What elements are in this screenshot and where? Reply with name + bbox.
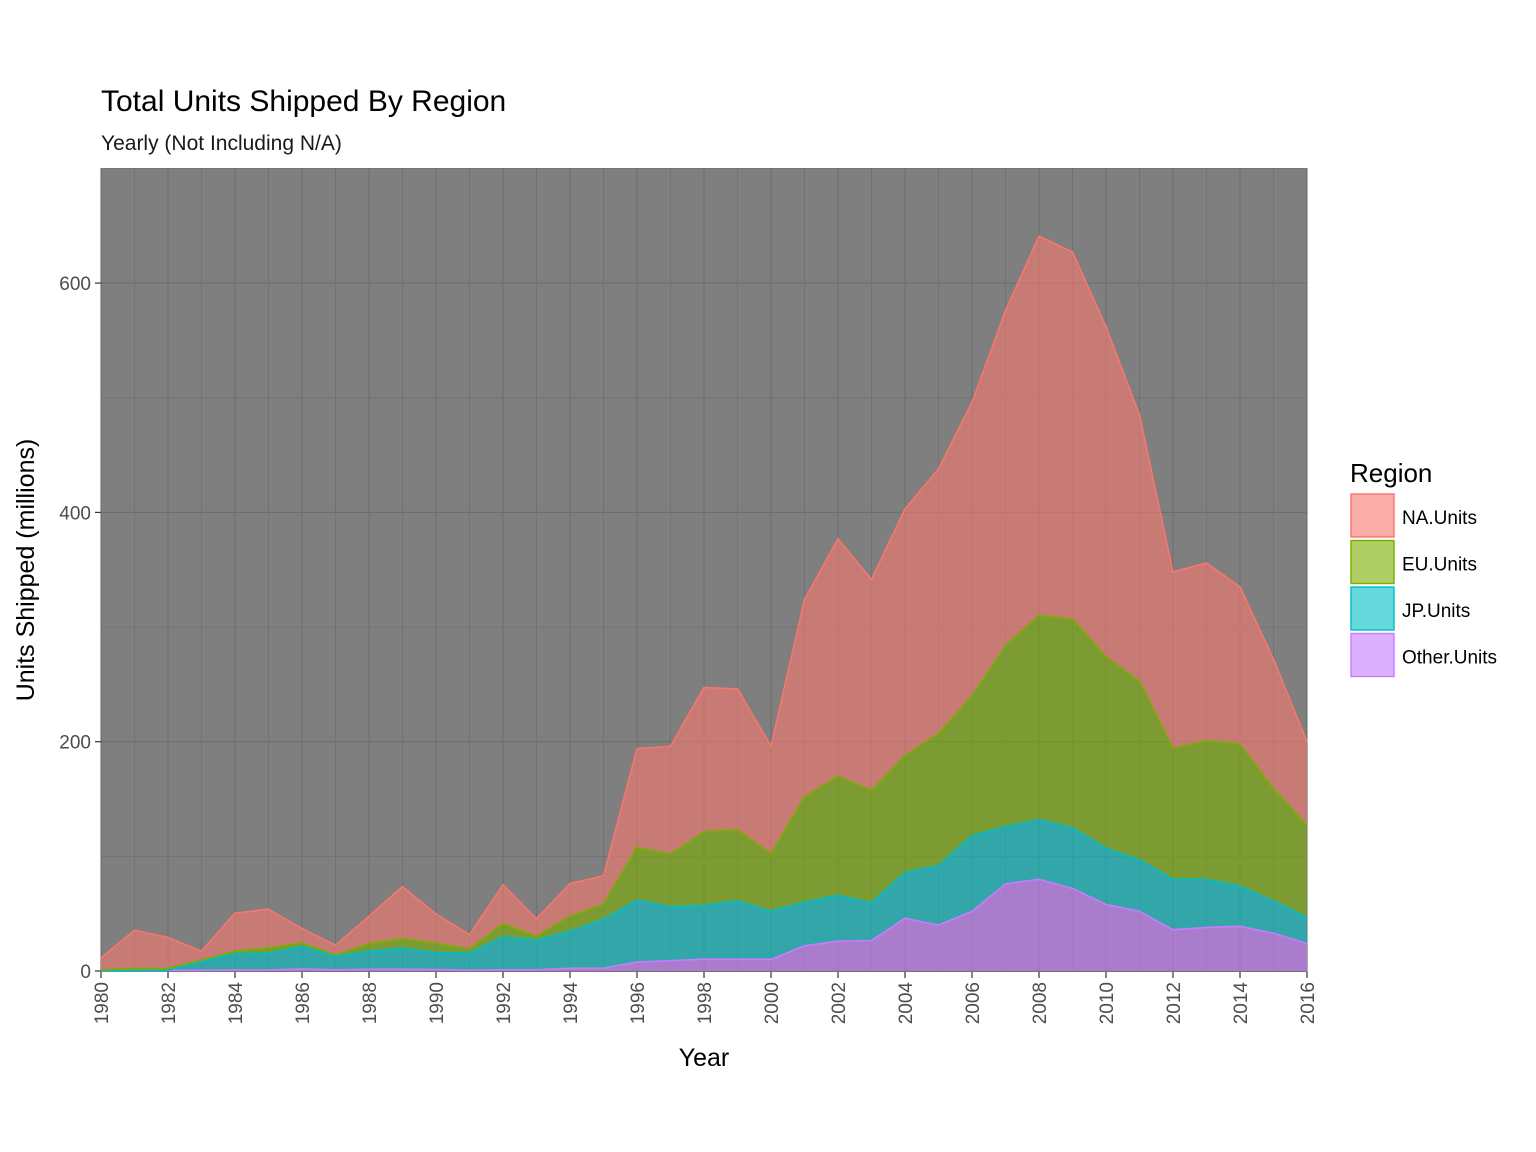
legend-label: NA.Units xyxy=(1402,508,1477,529)
line-eu-units xyxy=(100,614,1308,971)
x-tick-label: 2008 xyxy=(1030,982,1051,1024)
x-tick-label: 2006 xyxy=(963,982,984,1024)
legend-label: Other.Units xyxy=(1402,648,1497,669)
x-tick-label: 2000 xyxy=(762,982,783,1024)
line-na-units xyxy=(100,235,1308,959)
chart-title: Total Units Shipped By Region xyxy=(101,85,506,118)
x-tick-label: 2012 xyxy=(1164,982,1185,1024)
legend-key-eu-units xyxy=(1350,539,1395,585)
x-tick-label: 1980 xyxy=(92,982,113,1024)
chart-subtitle: Yearly (Not Including N/A) xyxy=(101,132,342,155)
x-tick-label: 1994 xyxy=(561,982,582,1025)
area-outlines xyxy=(100,235,1308,972)
x-tick-label: 1984 xyxy=(226,982,247,1025)
legend-key-other-units xyxy=(1350,632,1395,678)
x-tick-label: 1998 xyxy=(695,982,716,1024)
x-tick-label: 1992 xyxy=(494,982,515,1024)
legend-label: EU.Units xyxy=(1402,555,1477,576)
area-eu-units xyxy=(101,615,1307,971)
y-tick-label: 400 xyxy=(59,503,91,524)
x-tick-label: 2002 xyxy=(829,982,850,1024)
x-tick-label: 2014 xyxy=(1231,982,1252,1025)
x-tick-label: 2016 xyxy=(1298,982,1319,1024)
legend-key-jp-units xyxy=(1350,586,1395,631)
x-tick-label: 1996 xyxy=(628,982,649,1024)
y-tick-label: 0 xyxy=(80,962,91,983)
legend-title: Region xyxy=(1350,458,1432,488)
area-jp-units xyxy=(101,819,1307,971)
line-other-units xyxy=(100,878,1308,972)
x-axis-title: Year xyxy=(679,1044,730,1072)
area-na-units xyxy=(101,236,1307,971)
legend-key-na-units xyxy=(1350,493,1395,538)
y-tick-label: 600 xyxy=(59,274,91,295)
area-other-units xyxy=(101,879,1307,971)
x-tick-label: 2004 xyxy=(896,982,917,1025)
x-tick-label: 2010 xyxy=(1097,982,1118,1024)
y-tick-label: 200 xyxy=(59,733,91,754)
x-axis: 1980 1982 1984 1986 1988 1990 1992 1994 1996 1998… xyxy=(92,972,1319,1024)
legend-label: JP.Units xyxy=(1402,601,1470,622)
y-axis: 0 200 400 600 xyxy=(59,274,101,983)
x-tick-label: 1990 xyxy=(427,982,448,1024)
y-axis-title: Units Shipped (millions) xyxy=(12,439,40,702)
line-jp-units xyxy=(100,818,1308,972)
legend: Region NA.Units EU.Units JP.Units Other.Uni… xyxy=(1350,458,1497,678)
area-layers xyxy=(101,236,1307,971)
x-tick-label: 1986 xyxy=(293,982,314,1024)
x-tick-label: 1988 xyxy=(360,982,381,1024)
x-tick-label: 1982 xyxy=(159,982,180,1024)
